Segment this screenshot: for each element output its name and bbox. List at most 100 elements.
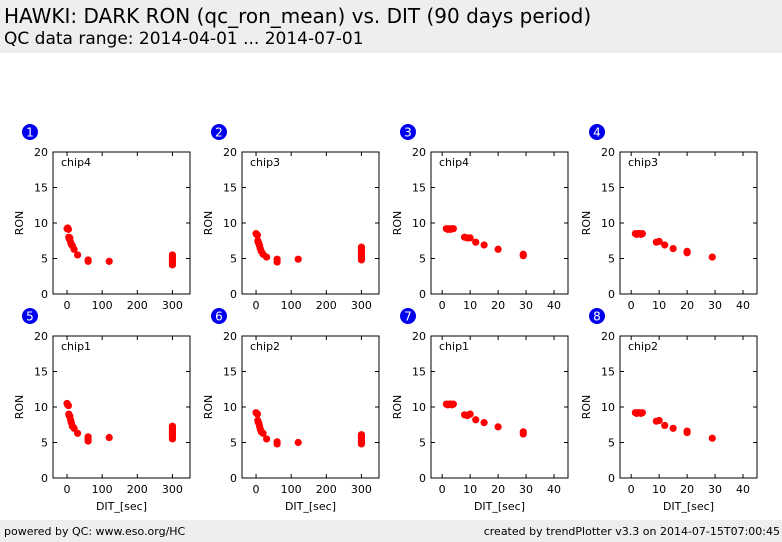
panel-number-badge [400,308,416,324]
panel-number: 3 [404,126,412,140]
y-tick-label: 20 [34,330,48,343]
x-tick-label: 30 [708,299,722,312]
data-point [519,430,527,438]
x-tick-label: 30 [519,299,533,312]
x-tick-label: 0 [64,483,71,496]
x-tick-label: 10 [463,483,477,496]
data-point [683,428,691,437]
x-tick-label: 20 [680,483,694,496]
panel-number-badge [22,124,38,140]
panel-number: 1 [26,126,34,140]
plot-frame [241,335,380,479]
x-axis-label: DIT_[sec] [663,500,714,513]
y-tick-label: 15 [223,366,237,379]
report-footer: powered by QC: www.eso.org/HC created by… [0,520,782,542]
data-point [449,225,457,233]
x-tick-label: 0 [253,299,260,312]
panel-number: 6 [215,310,223,324]
y-tick-label: 5 [419,253,426,266]
data-point [70,424,78,432]
x-tick-label: 300 [162,299,183,312]
y-axis-label: RON [202,211,215,236]
x-tick-label: 200 [316,483,337,496]
panel-number-badge [589,124,605,140]
y-tick-label: 0 [608,288,615,301]
report-title: HAWKI: DARK RON (qc_ron_mean) vs. DIT (9… [4,4,592,28]
footer-credit: powered by QC: www.eso.org/HC [4,525,186,538]
plot-frame [241,151,380,295]
y-tick-label: 10 [34,217,48,230]
x-tick-label: 40 [736,483,750,496]
data-point [64,225,73,233]
data-point [638,230,646,238]
data-point [708,434,716,442]
y-axis-label: RON [580,211,593,236]
y-tick-label: 0 [41,472,48,485]
report-subtitle: QC data range: 2014-04-01 ... 2014-07-01 [4,29,364,49]
chip-label: chip3 [250,156,280,169]
x-tick-label: 100 [92,483,113,496]
y-axis-label: RON [580,395,593,420]
chip-label: chip4 [439,156,469,169]
data-point [105,257,113,265]
data-point [168,435,177,443]
x-axis-label: DIT_[sec] [96,500,147,513]
x-tick-label: 200 [127,483,148,496]
data-point [472,416,480,424]
data-point [449,400,457,408]
y-tick-label: 10 [223,401,237,414]
x-tick-label: 300 [162,483,183,496]
y-tick-label: 5 [230,253,237,266]
x-tick-label: 100 [92,299,113,312]
x-axis-label: DIT_[sec] [285,500,336,513]
y-axis-label: RON [13,211,26,236]
chip-label: chip1 [439,340,469,353]
data-point [655,237,663,246]
y-tick-label: 10 [412,401,426,414]
y-tick-label: 20 [601,146,615,159]
data-point [480,419,488,427]
data-point [480,241,488,249]
chip-label: chip2 [250,340,280,353]
data-point [669,244,677,253]
y-tick-label: 5 [230,437,237,450]
y-tick-label: 15 [412,366,426,379]
data-point [64,401,73,410]
x-tick-label: 300 [351,483,372,496]
data-point [357,440,366,448]
data-point [73,429,82,437]
y-tick-label: 10 [412,217,426,230]
x-tick-label: 100 [281,483,302,496]
plot-frame [52,335,191,479]
data-point [466,234,474,242]
data-point [472,238,480,246]
x-tick-label: 10 [652,299,666,312]
data-point [661,241,669,249]
data-point [294,438,302,447]
data-point [294,255,302,263]
panel-number: 4 [593,126,601,140]
x-tick-label: 0 [253,483,260,496]
x-tick-label: 200 [127,299,148,312]
data-point [84,257,92,265]
y-tick-label: 10 [223,217,237,230]
panel-number-badge [211,308,227,324]
scatter-panel-7: 0 5 10 15 20 0 10 20 30 40 RON DIT_[sec] chip1 7 [391,308,569,513]
y-tick-label: 20 [601,330,615,343]
data-point [70,245,78,253]
y-tick-label: 20 [34,146,48,159]
y-axis-label: RON [391,211,404,236]
x-tick-label: 20 [680,299,694,312]
panel-number: 7 [404,310,412,324]
scatter-panel-8: 0 5 10 15 20 0 10 20 30 40 RON DIT_[sec] chip2 8 [580,308,758,513]
data-point [683,249,691,257]
x-tick-label: 20 [491,299,505,312]
x-tick-label: 0 [64,299,71,312]
y-tick-label: 15 [412,182,426,195]
plot-frame [619,151,758,295]
chip-label: chip1 [61,340,91,353]
y-tick-label: 20 [223,330,237,343]
data-point [655,416,663,425]
